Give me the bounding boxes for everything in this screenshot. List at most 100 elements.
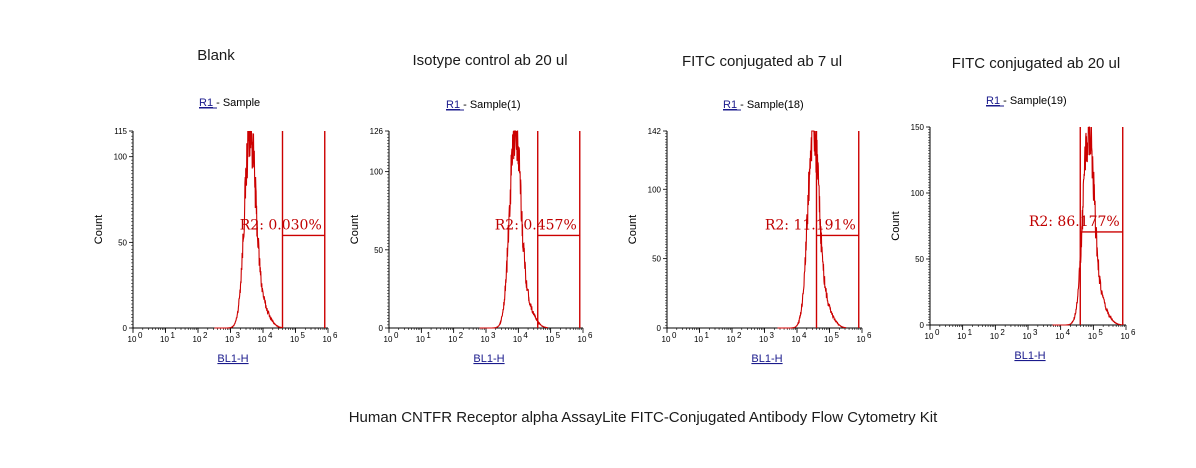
x-tick-label: 10 <box>225 335 234 344</box>
gate-sample-name: - Sample(1) <box>460 99 521 111</box>
x-tick-label: 10 <box>1121 332 1130 341</box>
x-tick-exponent: 5 <box>301 331 306 340</box>
x-tick-label: 10 <box>448 335 457 344</box>
x-tick-exponent: 1 <box>705 331 710 340</box>
x-tick-label: 10 <box>545 335 554 344</box>
x-tick-label: 10 <box>1088 332 1097 341</box>
x-tick-label: 10 <box>481 335 490 344</box>
histogram-panel-4: FITC conjugated ab 20 ul R1 - Sample(19) 1… <box>890 55 1136 362</box>
gate-link[interactable]: R1 <box>723 99 737 111</box>
y-axis-title: Count <box>349 215 361 244</box>
y-tick-label: 100 <box>911 189 925 198</box>
x-tick-label: 10 <box>727 335 736 344</box>
x-tick-exponent: 5 <box>556 331 561 340</box>
x-tick-exponent: 3 <box>491 331 496 340</box>
x-tick-exponent: 3 <box>1033 328 1038 337</box>
x-tick-exponent: 0 <box>138 331 143 340</box>
y-tick-label: 115 <box>114 127 127 136</box>
y-tick-label: 150 <box>911 123 925 132</box>
x-tick-label: 10 <box>384 335 393 344</box>
x-tick-label: 10 <box>578 335 587 344</box>
gate-header: R1 - Sample(19) <box>986 95 1067 107</box>
x-tick-label: 10 <box>1023 332 1032 341</box>
histogram-series <box>777 130 847 329</box>
figure-caption: Human CNTFR Receptor alpha AssayLite FIT… <box>349 409 938 426</box>
x-tick-exponent: 5 <box>835 331 840 340</box>
y-axis-title: Count <box>627 215 639 244</box>
gate-link[interactable]: R1 <box>199 97 213 109</box>
x-tick-label: 10 <box>128 335 137 344</box>
y-tick-label: 50 <box>374 246 383 255</box>
y-tick-label: 100 <box>114 153 128 162</box>
y-axis-title: Count <box>890 211 902 240</box>
gate-sample-name: - Sample(19) <box>1000 95 1067 107</box>
x-tick-label: 10 <box>323 335 332 344</box>
x-tick-exponent: 0 <box>935 328 940 337</box>
x-tick-label: 10 <box>925 332 934 341</box>
histogram-series <box>479 130 548 329</box>
x-tick-label: 10 <box>258 335 267 344</box>
x-tick-label: 10 <box>694 335 703 344</box>
gate-sample-name: - Sample <box>213 97 260 109</box>
panel-title: FITC conjugated ab 20 ul <box>952 55 1120 72</box>
x-tick-exponent: 1 <box>426 331 431 340</box>
y-tick-label: 50 <box>118 238 127 247</box>
x-tick-exponent: 2 <box>203 331 208 340</box>
x-tick-label: 10 <box>290 335 299 344</box>
panel-title: FITC conjugated ab 7 ul <box>682 53 842 70</box>
gate-header: R1 - Sample <box>199 97 260 109</box>
x-tick-exponent: 2 <box>737 331 742 340</box>
x-tick-exponent: 0 <box>672 331 677 340</box>
region-label: R2: 86.177% <box>1029 214 1120 230</box>
x-tick-label: 10 <box>792 335 801 344</box>
x-tick-exponent: 3 <box>236 331 241 340</box>
x-tick-exponent: 5 <box>1098 328 1103 337</box>
x-tick-label: 10 <box>662 335 671 344</box>
x-tick-exponent: 4 <box>523 331 528 340</box>
x-tick-label: 10 <box>759 335 768 344</box>
gate-link[interactable]: R1 <box>446 99 460 111</box>
x-tick-exponent: 0 <box>394 331 399 340</box>
region-label: R2: 0.457% <box>495 217 577 233</box>
x-axis-title[interactable]: BL1-H <box>473 353 504 365</box>
x-axis-title[interactable]: BL1-H <box>1014 350 1045 362</box>
x-tick-exponent: 6 <box>588 331 593 340</box>
y-tick-label: 100 <box>648 185 662 194</box>
x-tick-exponent: 4 <box>268 331 273 340</box>
y-tick-label: 50 <box>915 255 924 264</box>
x-axis-title[interactable]: BL1-H <box>217 353 248 365</box>
gate-sample-name: - Sample(18) <box>737 99 804 111</box>
x-tick-label: 10 <box>824 335 833 344</box>
y-axis-title: Count <box>93 215 105 244</box>
x-tick-exponent: 6 <box>1131 328 1136 337</box>
x-tick-label: 10 <box>513 335 522 344</box>
panel-title: Blank <box>197 47 235 64</box>
x-tick-exponent: 6 <box>333 331 338 340</box>
panel-title: Isotype control ab 20 ul <box>412 52 567 69</box>
region-label: R2: 11.191% <box>765 217 856 233</box>
histogram-series <box>1052 126 1122 326</box>
x-tick-exponent: 6 <box>867 331 872 340</box>
histogram-series <box>214 130 283 329</box>
y-tick-label: 100 <box>370 168 384 177</box>
x-tick-label: 10 <box>1055 332 1064 341</box>
x-tick-exponent: 2 <box>1000 328 1005 337</box>
x-tick-label: 10 <box>857 335 866 344</box>
region-label: R2: 0.030% <box>240 217 322 233</box>
x-tick-label: 10 <box>193 335 202 344</box>
x-tick-label: 10 <box>416 335 425 344</box>
x-tick-label: 10 <box>957 332 966 341</box>
y-tick-label: 142 <box>648 127 662 136</box>
y-tick-label: 0 <box>379 324 384 333</box>
gate-header: R1 - Sample(1) <box>446 99 521 111</box>
gate-link[interactable]: R1 <box>986 95 1000 107</box>
x-tick-exponent: 1 <box>171 331 176 340</box>
y-tick-label: 0 <box>657 324 662 333</box>
x-tick-exponent: 4 <box>802 331 807 340</box>
x-axis-title[interactable]: BL1-H <box>751 353 782 365</box>
x-tick-exponent: 1 <box>968 328 973 337</box>
